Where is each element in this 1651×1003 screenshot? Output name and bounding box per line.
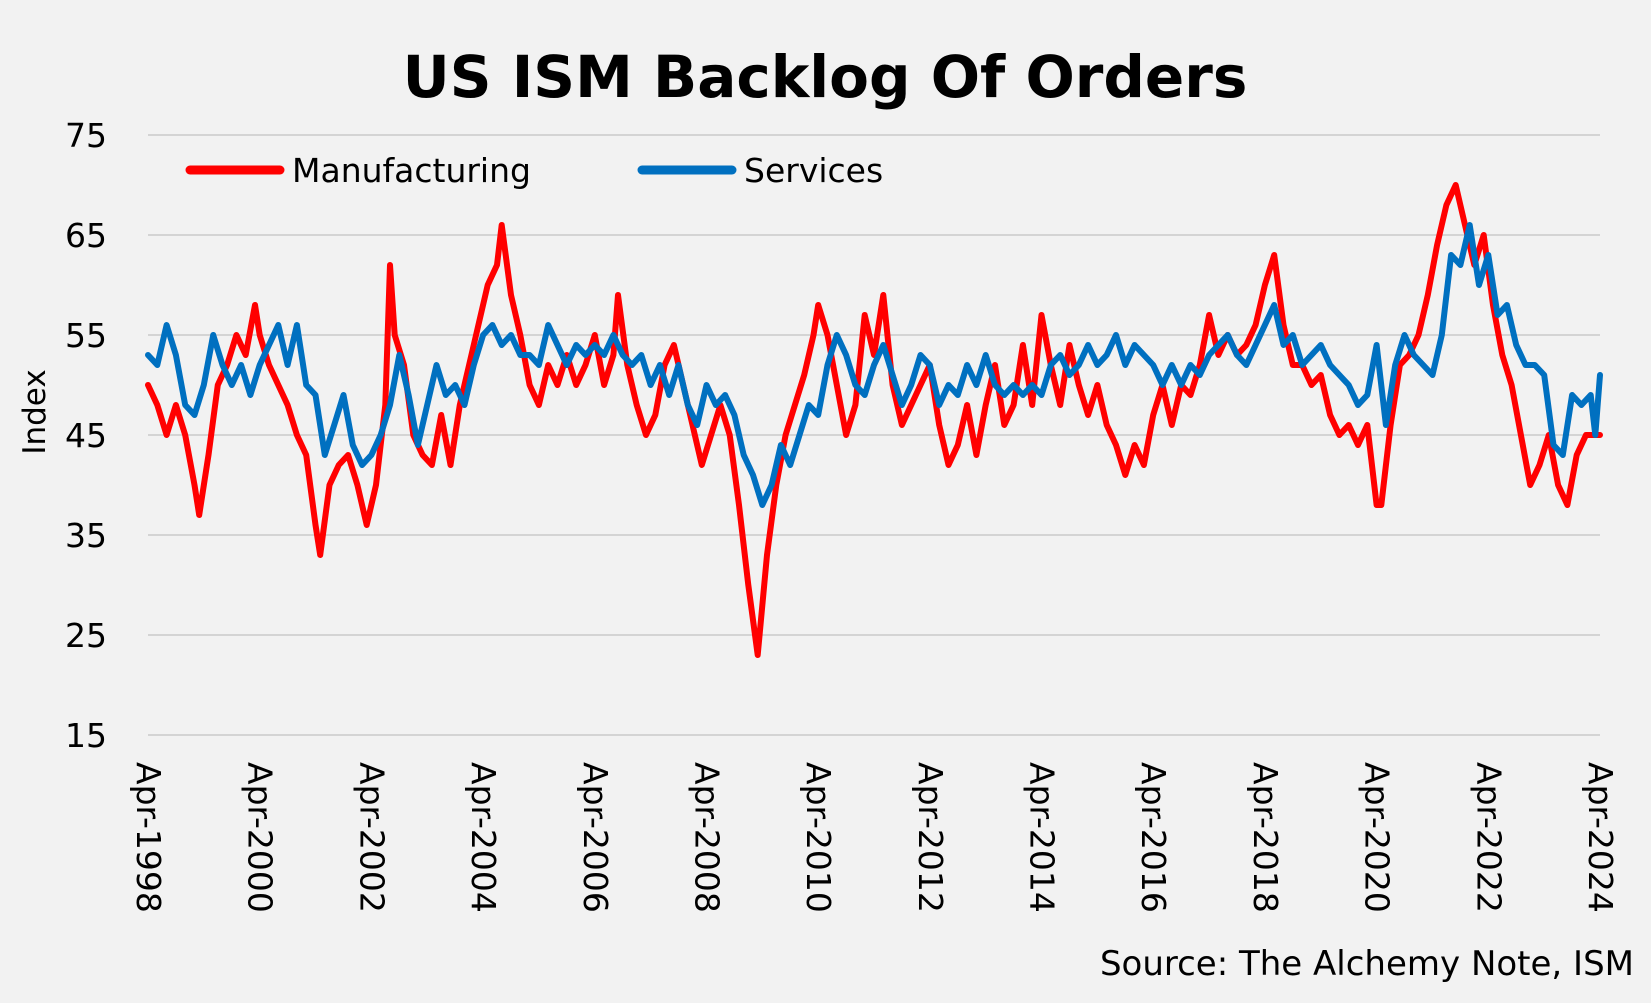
y-tick-label: 65 [65,216,107,255]
series-line-1 [145,222,1603,508]
y-axis-label: Index [17,369,53,454]
x-tick-label: Apr-2000 [241,762,280,913]
y-tick-label: 35 [65,516,107,555]
x-tick-label: Apr-1998 [129,762,168,913]
gridlines [148,134,1600,736]
y-tick-label: 25 [65,616,107,655]
x-tick-label: Apr-2012 [911,762,950,913]
legend: Manufacturing Services [185,151,883,190]
x-tick-label: Apr-2006 [576,762,615,913]
y-axis-ticks: 15 25 35 45 55 65 75 [65,116,107,755]
x-tick-label: Apr-2010 [799,762,838,913]
legend-label: Manufacturing [292,151,531,190]
x-tick-label: Apr-2024 [1581,762,1620,913]
y-tick-label: 45 [65,416,107,455]
x-tick-label: Apr-2002 [352,762,391,913]
y-tick-label: 55 [65,316,107,355]
x-tick-label: Apr-2022 [1469,762,1508,913]
y-tick-label: 75 [65,116,107,155]
series-lines [145,182,1603,658]
x-tick-label: Apr-2014 [1023,762,1062,913]
x-tick-label: Apr-2008 [687,762,726,913]
x-tick-label: Apr-2016 [1134,762,1173,913]
x-tick-label: Apr-2004 [464,762,503,913]
source-note: Source: The Alchemy Note, ISM [1100,944,1634,984]
chart-title: US ISM Backlog Of Orders [403,43,1248,111]
x-axis-ticks: Apr-1998 Apr-2000 Apr-2002 Apr-2004 Apr-2006… [129,762,1620,913]
y-tick-label: 15 [65,716,107,755]
x-tick-label: Apr-2018 [1246,762,1285,913]
x-tick-label: Apr-2020 [1358,762,1397,913]
legend-label: Services [744,151,883,190]
